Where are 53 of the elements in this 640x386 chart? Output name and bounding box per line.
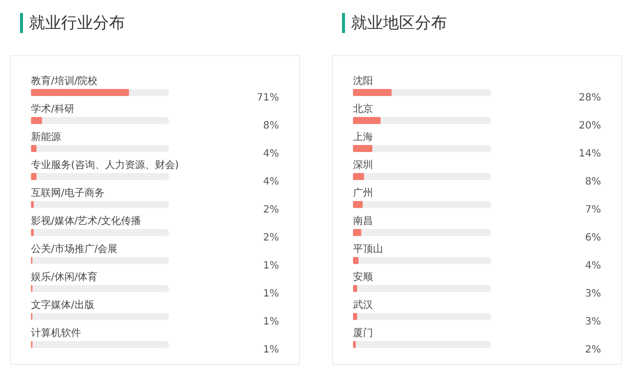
chart-title: 就业地区分布 — [351, 12, 447, 34]
bar — [353, 145, 372, 152]
data-label: 2% — [263, 232, 279, 244]
y-tick-label: 影视/媒体/艺术/文化传播 — [31, 215, 142, 227]
y-tick-label: 北京 — [353, 103, 373, 115]
data-label: 3% — [585, 316, 601, 328]
data-label: 8% — [585, 176, 601, 188]
data-label: 4% — [585, 260, 601, 272]
data-label: 1% — [263, 260, 279, 272]
data-label: 8% — [263, 120, 279, 132]
bar — [31, 117, 42, 124]
data-label: 14% — [578, 148, 601, 160]
y-tick-label: 深圳 — [353, 159, 373, 171]
bar — [353, 229, 362, 236]
data-label: 1% — [263, 288, 279, 300]
data-label: 2% — [585, 344, 601, 356]
y-tick-label: 新能源 — [31, 131, 61, 143]
y-tick-label: 计算机软件 — [31, 327, 81, 339]
chart-title: 就业行业分布 — [29, 12, 125, 34]
y-tick-label: 南昌 — [353, 215, 373, 227]
data-label: 28% — [578, 92, 601, 104]
bar — [353, 117, 381, 124]
data-label: 1% — [263, 344, 279, 356]
y-tick-label: 武汉 — [353, 299, 373, 311]
data-label: 6% — [585, 232, 601, 244]
y-tick-label: 学术/科研 — [31, 103, 74, 115]
y-tick-label: 沈阳 — [353, 75, 373, 87]
y-tick-label: 平顶山 — [353, 243, 383, 255]
y-tick-label: 互联网/电子商务 — [31, 187, 104, 199]
y-tick-label: 上海 — [353, 131, 373, 143]
data-label: 20% — [578, 120, 601, 132]
y-tick-label: 厦门 — [353, 327, 373, 339]
data-label: 3% — [585, 288, 601, 300]
data-label: 2% — [263, 204, 279, 216]
data-label: 1% — [263, 316, 279, 328]
y-tick-label: 专业服务(咨询、人力资源、财会) — [31, 159, 179, 171]
data-label: 4% — [263, 176, 279, 188]
bar — [353, 257, 359, 264]
y-tick-label: 娱乐/休闲/体育 — [31, 271, 98, 283]
bar — [353, 201, 363, 208]
y-tick-label: 广州 — [353, 187, 373, 199]
bar — [31, 173, 37, 180]
data-label: 7% — [585, 204, 601, 216]
bar — [31, 145, 37, 152]
bar — [353, 173, 364, 180]
data-label: 4% — [263, 148, 279, 160]
data-label: 71% — [256, 92, 279, 104]
bar — [353, 313, 358, 320]
y-tick-label: 公关/市场推广/会展 — [31, 243, 118, 255]
y-tick-label: 文字媒体/出版 — [31, 299, 94, 311]
y-tick-label: 安顺 — [353, 271, 373, 283]
bar — [353, 285, 358, 292]
y-tick-label: 教育/培训/院校 — [31, 75, 98, 87]
